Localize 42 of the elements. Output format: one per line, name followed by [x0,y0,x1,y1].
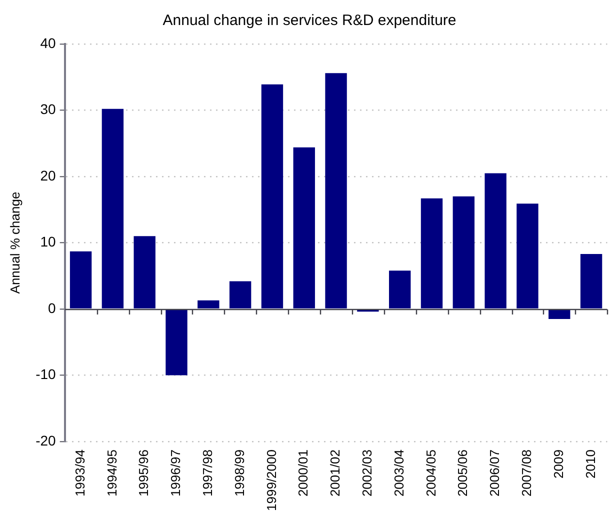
x-tick-label: 1997/98 [200,450,215,497]
y-tick-label: -10 [36,366,56,382]
x-tick-label: 2006/07 [487,450,502,497]
x-tick-label: 2007/08 [519,450,534,497]
bar [389,270,411,308]
bar [261,84,284,308]
y-tick-label: 0 [48,300,56,316]
x-tick-label: 1999/2000 [264,450,279,511]
bar [420,198,443,308]
x-tick-label: 1993/94 [72,450,88,497]
x-tick-label: 2004/05 [423,450,438,497]
chart-title: Annual change in services R&D expenditure [162,12,456,30]
x-tick-label: 2003/04 [391,450,406,497]
bar [293,147,315,308]
bar [516,204,538,308]
bar [134,236,156,308]
x-tick-label: 2009 [550,450,566,478]
bar [548,310,570,319]
bar [229,281,252,308]
bar [198,300,220,308]
bar [102,108,124,308]
x-tick-label: 2010 [582,450,598,478]
bar [580,254,602,308]
x-tick-label: 1994/95 [104,450,120,497]
y-tick-label: 30 [40,101,56,118]
bar [166,310,188,376]
x-tick-label: 2001/02 [328,450,343,497]
x-tick-label: 2005/06 [455,450,470,497]
y-tick-label: 40 [40,34,56,51]
bar [325,73,347,308]
y-axis-title: Annual % change [7,192,22,294]
x-tick-label: 1996/97 [168,450,184,497]
x-tick-label: 1998/99 [232,450,247,497]
bar [70,251,92,308]
y-tick-label: 10 [40,234,56,250]
x-tick-label: 2000/01 [296,450,311,497]
bar [484,173,506,308]
x-tick-label: 2002/03 [360,450,375,497]
y-tick-label: 20 [40,167,56,184]
x-tick-label: 1995/96 [136,450,152,497]
y-tick-label: -20 [36,432,56,448]
bar [452,196,475,308]
